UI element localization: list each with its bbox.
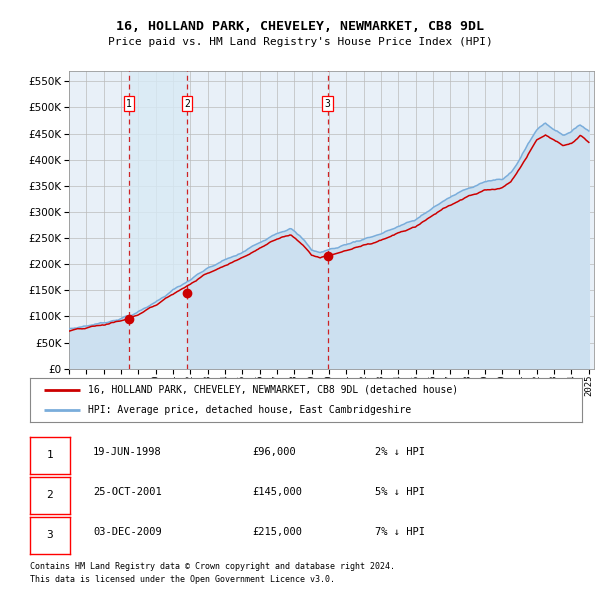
Text: 7% ↓ HPI: 7% ↓ HPI xyxy=(375,527,425,537)
Text: This data is licensed under the Open Government Licence v3.0.: This data is licensed under the Open Gov… xyxy=(30,575,335,584)
Text: 19-JUN-1998: 19-JUN-1998 xyxy=(93,447,162,457)
Text: £145,000: £145,000 xyxy=(252,487,302,497)
Text: £96,000: £96,000 xyxy=(252,447,296,457)
Text: 1: 1 xyxy=(46,450,53,460)
Text: 25-OCT-2001: 25-OCT-2001 xyxy=(93,487,162,497)
Text: 2: 2 xyxy=(46,490,53,500)
Text: 2% ↓ HPI: 2% ↓ HPI xyxy=(375,447,425,457)
Text: Price paid vs. HM Land Registry's House Price Index (HPI): Price paid vs. HM Land Registry's House … xyxy=(107,38,493,47)
Text: Contains HM Land Registry data © Crown copyright and database right 2024.: Contains HM Land Registry data © Crown c… xyxy=(30,562,395,571)
Bar xyxy=(129,71,187,369)
Text: 16, HOLLAND PARK, CHEVELEY, NEWMARKET, CB8 9DL: 16, HOLLAND PARK, CHEVELEY, NEWMARKET, C… xyxy=(116,20,484,33)
Text: 16, HOLLAND PARK, CHEVELEY, NEWMARKET, CB8 9DL (detached house): 16, HOLLAND PARK, CHEVELEY, NEWMARKET, C… xyxy=(88,385,458,395)
Text: 3: 3 xyxy=(46,530,53,540)
Text: 2: 2 xyxy=(184,99,190,109)
Text: 03-DEC-2009: 03-DEC-2009 xyxy=(93,527,162,537)
Text: 3: 3 xyxy=(325,99,331,109)
Text: 1: 1 xyxy=(126,99,132,109)
Text: 5% ↓ HPI: 5% ↓ HPI xyxy=(375,487,425,497)
Text: HPI: Average price, detached house, East Cambridgeshire: HPI: Average price, detached house, East… xyxy=(88,405,411,415)
Text: £215,000: £215,000 xyxy=(252,527,302,537)
